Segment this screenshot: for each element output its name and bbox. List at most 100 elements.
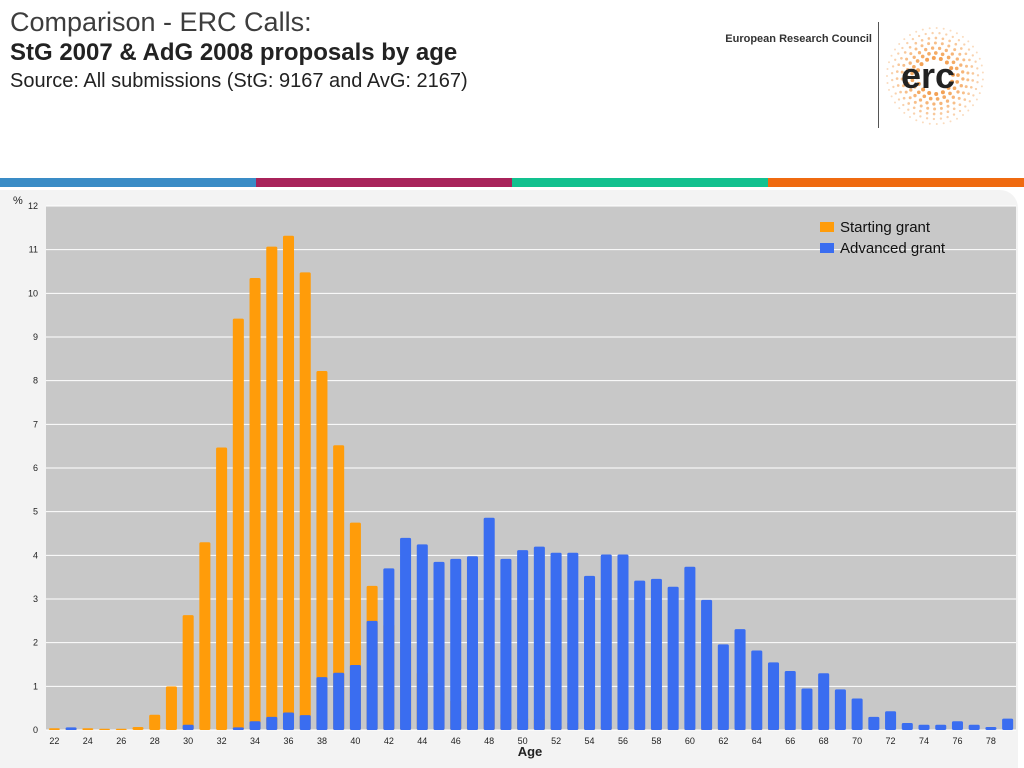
legend-swatch-starting-grant <box>820 222 834 232</box>
bar-advanced-63 <box>734 629 746 730</box>
logo-dot <box>934 36 938 40</box>
logo-dot <box>895 70 899 73</box>
logo-dot <box>905 74 909 79</box>
logo-dot <box>891 65 895 68</box>
logo-dot <box>902 84 905 88</box>
bar-advanced-74 <box>918 724 930 730</box>
logo-dot <box>947 44 951 48</box>
logo-dot <box>946 55 951 60</box>
bar-starting-38 <box>316 371 328 730</box>
logo-dot <box>930 46 935 50</box>
logo-dot <box>888 61 890 64</box>
logo-dot <box>921 28 924 31</box>
logo-dot <box>931 56 936 60</box>
logo-dot <box>959 63 963 67</box>
logo-dot <box>920 38 924 42</box>
logo-dot <box>981 71 984 74</box>
logo-dot <box>919 62 924 67</box>
logo-dot <box>910 78 915 83</box>
logo-dot <box>902 63 906 67</box>
logo-dot <box>935 97 940 101</box>
logo-dot <box>905 57 909 61</box>
logo-dot <box>897 63 901 67</box>
bar-advanced-65 <box>767 662 780 730</box>
x-tick-label: 72 <box>886 736 896 746</box>
logo-dot <box>886 75 888 77</box>
x-tick-label: 58 <box>651 736 661 746</box>
logo-dot <box>956 73 960 77</box>
logo-dot <box>976 81 979 84</box>
y-tick-label: 8 <box>33 376 38 386</box>
bar-advanced-75 <box>935 724 947 730</box>
bar-starting-29 <box>165 686 177 730</box>
logo-dot <box>956 90 960 94</box>
bar-starting-37 <box>299 272 311 730</box>
x-tick-label: 70 <box>852 736 862 746</box>
logo-dot <box>899 90 902 94</box>
x-tick-label: 28 <box>150 736 160 746</box>
x-tick-label: 50 <box>518 736 528 746</box>
logo-dot <box>919 109 922 113</box>
logo-dot <box>932 112 936 116</box>
logo-dot <box>951 72 955 77</box>
bar-advanced-58 <box>650 578 662 730</box>
logo-dot <box>935 27 938 29</box>
logo-dot <box>948 39 951 43</box>
logo-dot <box>954 66 959 71</box>
logo-dot <box>946 115 949 119</box>
logo-dot <box>925 101 929 105</box>
logo-dot <box>967 109 970 112</box>
logo-dot <box>951 35 954 39</box>
logo-dot <box>939 112 943 115</box>
logo-dot <box>980 85 983 88</box>
logo-dot <box>927 51 931 56</box>
logo-dot <box>951 60 956 65</box>
logo-dot <box>942 95 947 99</box>
logo-dot <box>922 94 927 99</box>
bar-advanced-68 <box>818 673 830 730</box>
logo-dot <box>950 52 954 56</box>
bar-advanced-46 <box>450 558 462 730</box>
logo-dot <box>915 119 918 122</box>
legend-label-advanced-grant: Advanced grant <box>840 240 946 257</box>
logo-dot <box>912 84 917 89</box>
logo-dot <box>946 110 950 114</box>
logo-dot <box>978 57 981 60</box>
logo-dot <box>904 90 908 94</box>
y-tick-label: 12 <box>28 201 38 211</box>
logo-dot <box>976 67 979 70</box>
bar-starting-24 <box>82 728 94 730</box>
logo-dot <box>902 103 905 107</box>
logo-dot <box>958 52 962 56</box>
logo-dot <box>894 48 896 51</box>
logo-dot <box>946 85 951 90</box>
logo-dot <box>897 52 900 55</box>
bar-starting-32 <box>216 447 228 730</box>
bar-advanced-23 <box>65 727 77 730</box>
logo-dot <box>911 37 915 41</box>
logo-dot <box>924 32 927 36</box>
logo-dot <box>961 77 965 81</box>
bar-advanced-79 <box>1002 718 1014 730</box>
logo-dot <box>900 70 904 74</box>
logo-text: erc <box>901 55 955 96</box>
x-tick-label: 34 <box>250 736 260 746</box>
bar-starting-25 <box>99 728 111 730</box>
legend-label-starting-grant: Starting grant <box>840 219 931 236</box>
bar-advanced-42 <box>383 568 395 730</box>
legend-swatch-advanced-grant <box>820 243 834 253</box>
bar-advanced-70 <box>851 698 863 730</box>
y-tick-label: 9 <box>33 332 38 342</box>
logo-dot <box>896 84 900 87</box>
logo-dot <box>952 101 956 105</box>
logo-dot <box>952 86 957 91</box>
y-tick-label: 7 <box>33 419 38 429</box>
logo-dot <box>966 71 970 75</box>
x-tick-labels: 22 24 26 28 30 32 34 36 38 40 42 44 46 48 50 52 54 56 58 60… <box>49 736 996 746</box>
logo-dot <box>944 48 948 53</box>
bar-advanced-72 <box>885 711 897 730</box>
logo-dot <box>900 56 903 60</box>
logo-dot <box>912 112 916 115</box>
x-axis-label: Age <box>518 744 543 759</box>
logo-dot <box>970 65 974 68</box>
